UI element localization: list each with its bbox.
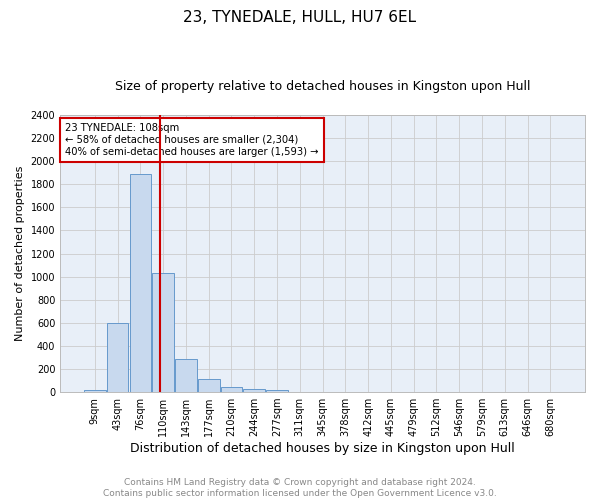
X-axis label: Distribution of detached houses by size in Kingston upon Hull: Distribution of detached houses by size …: [130, 442, 515, 455]
Bar: [221, 386, 242, 392]
Bar: [107, 323, 128, 392]
Bar: [130, 174, 151, 392]
Title: Size of property relative to detached houses in Kingston upon Hull: Size of property relative to detached ho…: [115, 80, 530, 93]
Bar: [84, 390, 106, 392]
Text: Contains HM Land Registry data © Crown copyright and database right 2024.
Contai: Contains HM Land Registry data © Crown c…: [103, 478, 497, 498]
Text: 23 TYNEDALE: 108sqm
← 58% of detached houses are smaller (2,304)
40% of semi-det: 23 TYNEDALE: 108sqm ← 58% of detached ho…: [65, 124, 319, 156]
Bar: [244, 389, 265, 392]
Text: 23, TYNEDALE, HULL, HU7 6EL: 23, TYNEDALE, HULL, HU7 6EL: [184, 10, 416, 25]
Y-axis label: Number of detached properties: Number of detached properties: [15, 166, 25, 341]
Bar: [198, 379, 220, 392]
Bar: [266, 390, 288, 392]
Bar: [175, 358, 197, 392]
Bar: [152, 273, 174, 392]
